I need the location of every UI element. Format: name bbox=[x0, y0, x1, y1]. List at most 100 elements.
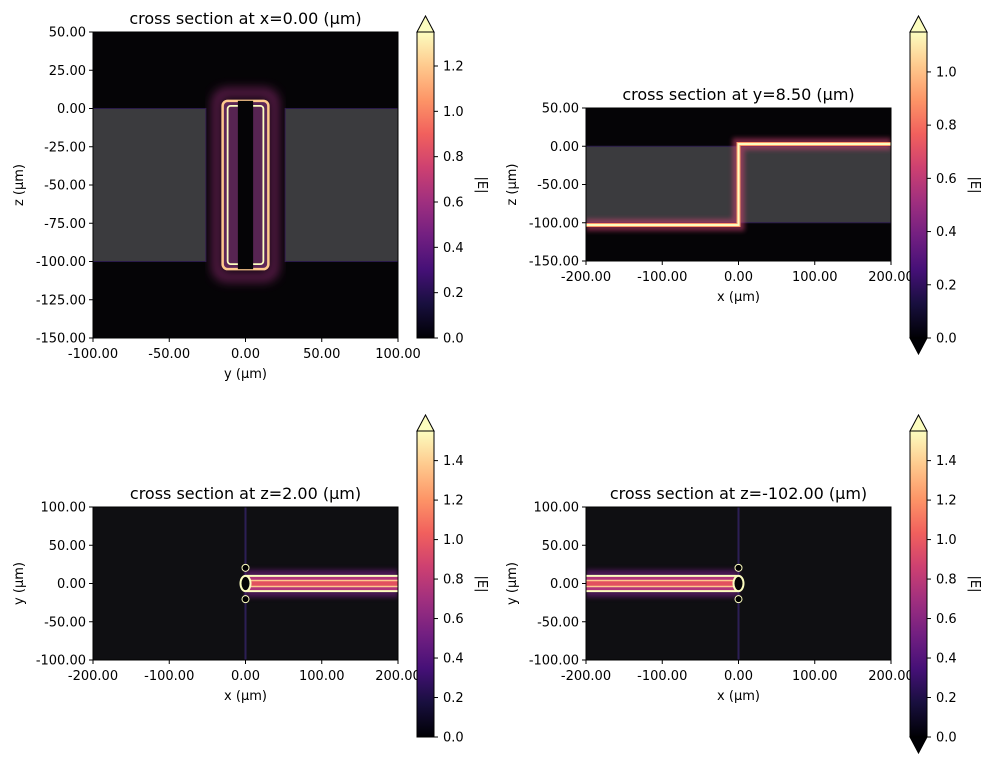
colorbar-tick-label: 1.0 bbox=[936, 533, 957, 548]
y-tick-label: -150.00 bbox=[529, 255, 579, 270]
void-region bbox=[237, 100, 254, 270]
corner-hotspot bbox=[734, 595, 743, 604]
x-tick-label: 100.00 bbox=[299, 669, 345, 684]
trace-core bbox=[586, 142, 891, 227]
x-tick-label: -200.00 bbox=[68, 669, 118, 684]
corner-hotspot bbox=[734, 563, 743, 572]
panel-3: cross section at z=2.00 (μm) -200.00 -100.… bbox=[12, 413, 489, 746]
colorbar-extend-min bbox=[909, 337, 928, 356]
x-tick-label: 100.00 bbox=[375, 347, 421, 362]
x-tick-label: 0.00 bbox=[231, 669, 260, 684]
waveguide-core bbox=[245, 580, 398, 587]
y-tick-label: -75.00 bbox=[44, 217, 86, 232]
x-axis-label: x (μm) bbox=[224, 689, 267, 704]
y-axis-label: z (μm) bbox=[505, 163, 520, 205]
colorbar-tick-label: 0.2 bbox=[443, 691, 464, 706]
colorbar-tick-label: 0.2 bbox=[936, 278, 957, 293]
colorbar-tick-label: 0.6 bbox=[936, 612, 957, 627]
waveguide-end-cap bbox=[239, 574, 252, 593]
colorbar-tick-label: 0.6 bbox=[443, 196, 464, 211]
plot-area bbox=[586, 108, 891, 261]
colorbar-tick-label: 0.4 bbox=[443, 241, 464, 256]
y-tick-label: -50.00 bbox=[44, 179, 86, 194]
y-tick-label: 0.00 bbox=[550, 577, 579, 592]
colorbar-label: |E| bbox=[967, 576, 982, 593]
colorbar-tick-label: 1.0 bbox=[936, 65, 957, 80]
y-tick-label: 0.00 bbox=[550, 140, 579, 155]
plot-area bbox=[586, 507, 891, 660]
colorbar-label: |E| bbox=[474, 576, 489, 593]
x-tick-label: -100.00 bbox=[144, 669, 194, 684]
colorbar-tick-label: 1.2 bbox=[443, 60, 464, 75]
y-tick-label: 25.00 bbox=[49, 64, 86, 79]
panel-1: cross section at x=0.00 (μm) -100.00 -50.0… bbox=[12, 9, 489, 382]
slab-region bbox=[93, 108, 207, 262]
waveguide-end-cap bbox=[732, 574, 745, 593]
colorbar-gradient bbox=[910, 431, 927, 737]
colorbar-tick-label: 0.2 bbox=[936, 691, 957, 706]
x-tick-label: 200.00 bbox=[375, 669, 421, 684]
colorbar-tick-label: 0.8 bbox=[936, 573, 957, 588]
colorbar-extend-max bbox=[416, 413, 435, 432]
colorbar-tick-label: 0.4 bbox=[443, 652, 464, 667]
y-tick-label: 0.00 bbox=[57, 577, 86, 592]
colorbar-tick-label: 0.8 bbox=[443, 573, 464, 588]
colorbar-tick-label: 0.4 bbox=[936, 225, 957, 240]
y-tick-label: 100.00 bbox=[534, 501, 580, 516]
x-tick-label: -200.00 bbox=[561, 270, 611, 285]
y-tick-label: -25.00 bbox=[44, 140, 86, 155]
colorbar-tick-label: 1.2 bbox=[936, 494, 957, 509]
x-tick-label: -100.00 bbox=[68, 347, 118, 362]
x-tick-label: -50.00 bbox=[148, 347, 190, 362]
plot-area bbox=[93, 507, 398, 660]
y-tick-label: -100.00 bbox=[529, 216, 579, 231]
chart-title: cross section at y=8.50 (μm) bbox=[622, 85, 854, 104]
colorbar-tick-label: 1.2 bbox=[443, 494, 464, 509]
colorbar-tick-label: 1.4 bbox=[443, 454, 464, 469]
chart-title: cross section at z=2.00 (μm) bbox=[130, 484, 361, 503]
colorbar-frame bbox=[416, 31, 435, 339]
colorbar-gradient bbox=[417, 431, 434, 737]
field-glow bbox=[211, 87, 280, 283]
y-tick-label: 50.00 bbox=[542, 102, 579, 117]
colorbar-gradient bbox=[417, 32, 434, 338]
colorbar-tick-label: 0.0 bbox=[936, 731, 957, 746]
x-tick-label: 100.00 bbox=[792, 669, 838, 684]
y-tick-label: 0.00 bbox=[57, 102, 86, 117]
x-tick-label: 50.00 bbox=[303, 347, 340, 362]
x-tick-label: -100.00 bbox=[637, 270, 687, 285]
colorbar-tick-label: 0.8 bbox=[443, 150, 464, 165]
slab-region bbox=[284, 108, 398, 262]
colorbar-tick-label: 1.0 bbox=[443, 105, 464, 120]
chart-title: cross section at z=-102.00 (μm) bbox=[610, 484, 867, 503]
panel-2: cross section at y=8.50 (μm) -200.00 -100.… bbox=[505, 14, 982, 356]
y-tick-label: 50.00 bbox=[49, 539, 86, 554]
colorbar-tick-label: 0.0 bbox=[936, 332, 957, 347]
y-tick-label: -50.00 bbox=[44, 615, 86, 630]
y-tick-label: 50.00 bbox=[542, 539, 579, 554]
colorbar-tick-label: 0.0 bbox=[443, 731, 464, 746]
colorbar-frame bbox=[909, 31, 928, 339]
y-axis-label: y (μm) bbox=[12, 562, 27, 605]
waveguide-core bbox=[586, 580, 739, 587]
y-axis-label: y (μm) bbox=[505, 562, 520, 605]
colorbar-tick-label: 1.0 bbox=[443, 533, 464, 548]
colorbar-tick-label: 0.6 bbox=[443, 612, 464, 627]
x-tick-label: 0.00 bbox=[724, 270, 753, 285]
x-tick-label: -200.00 bbox=[561, 669, 611, 684]
x-axis-label: x (μm) bbox=[717, 290, 760, 305]
corner-hotspot bbox=[241, 563, 250, 572]
y-tick-label: -100.00 bbox=[529, 654, 579, 669]
colorbar-extend-max bbox=[909, 14, 928, 33]
colorbar-tick-label: 0.4 bbox=[936, 652, 957, 667]
colorbar-frame bbox=[909, 430, 928, 738]
colorbar-label: |E| bbox=[967, 177, 982, 194]
colorbar-label: |E| bbox=[474, 177, 489, 194]
colorbar-extend-max bbox=[416, 14, 435, 33]
colorbar-extend-min bbox=[909, 736, 928, 755]
y-tick-label: 50.00 bbox=[49, 26, 86, 41]
x-axis-label: x (μm) bbox=[717, 689, 760, 704]
y-tick-label: -125.00 bbox=[36, 293, 86, 308]
x-tick-label: 100.00 bbox=[792, 270, 838, 285]
